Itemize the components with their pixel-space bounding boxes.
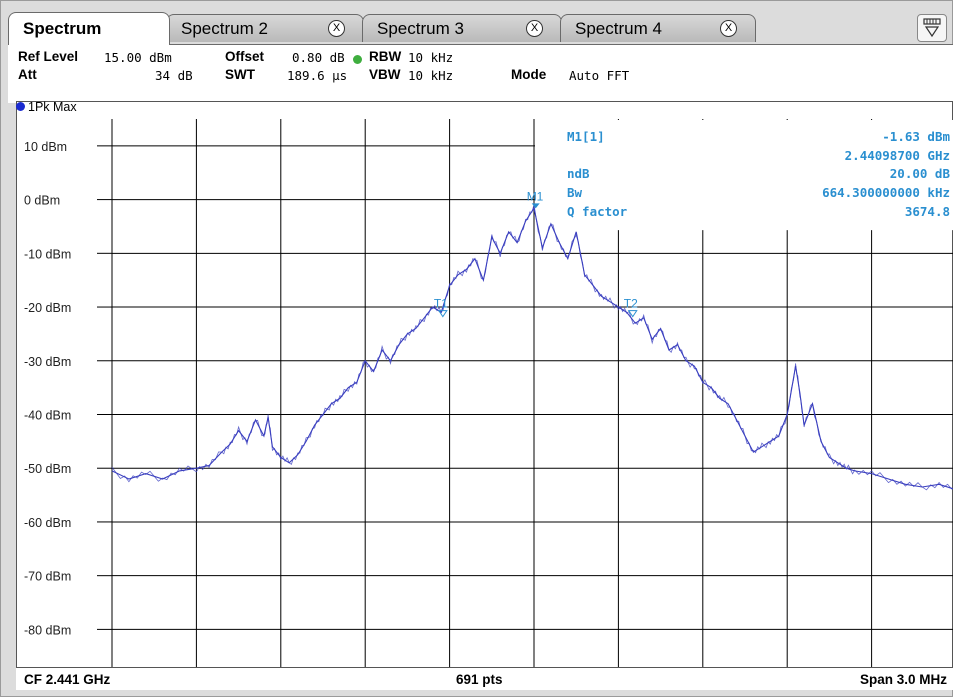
- rbw-status-dot: [353, 55, 362, 64]
- tab-spectrum-4[interactable]: Spectrum 4 X: [560, 14, 756, 42]
- y-tick-label: -60 dBm: [24, 516, 71, 530]
- swt-key: SWT: [225, 67, 255, 82]
- points-count: 691 pts: [456, 672, 503, 687]
- y-tick-label: 0 dBm: [24, 194, 60, 208]
- tab-spectrum-3-label: Spectrum 3: [377, 19, 464, 38]
- close-icon[interactable]: X: [720, 20, 737, 37]
- y-tick-label: -70 dBm: [24, 570, 71, 584]
- y-tick-label: -50 dBm: [24, 462, 71, 476]
- vbw-key: VBW: [369, 67, 401, 82]
- trace-dot-icon: [16, 102, 25, 111]
- mode-value[interactable]: Auto FFT: [569, 68, 630, 83]
- marker-t-icon: [627, 310, 638, 318]
- marker-table-value: -1.63 dBm: [882, 129, 950, 144]
- trace-menu-icon[interactable]: [917, 14, 947, 42]
- tab-spectrum-2-label: Spectrum 2: [181, 19, 268, 38]
- att-key: Att: [18, 67, 37, 82]
- marker-table-label: ndB: [567, 166, 590, 181]
- marker-info-bg: [535, 120, 953, 231]
- y-tick-label: -40 dBm: [24, 408, 71, 422]
- center-frequency[interactable]: CF 2.441 GHz: [24, 672, 111, 687]
- footer-bar: CF 2.441 GHz 691 pts Span 3.0 MHz: [16, 667, 953, 690]
- trace-label-text: 1Pk Max: [28, 100, 77, 114]
- y-tick-label: -80 dBm: [24, 623, 71, 637]
- settings-panel: Ref Level 15.00 dBm Offset 0.80 dB RBW 1…: [8, 44, 953, 103]
- tab-spectrum-4-label: Spectrum 4: [575, 19, 662, 38]
- marker-table-value: 664.300000000 kHz: [822, 185, 950, 200]
- tab-bar: Spectrum Spectrum 2 X Spectrum 3 X Spect…: [8, 12, 953, 45]
- marker-table-label: Bw: [567, 185, 583, 200]
- ref-level-value[interactable]: 15.00 dBm: [104, 50, 172, 65]
- marker-table-value: 2.44098700 GHz: [845, 148, 950, 163]
- close-icon[interactable]: X: [328, 20, 345, 37]
- close-icon[interactable]: X: [526, 20, 543, 37]
- trace-detail: [111, 204, 953, 491]
- offset-value[interactable]: 0.80 dB: [292, 50, 345, 65]
- y-tick-label: -20 dBm: [24, 301, 71, 315]
- y-tick-label: 10 dBm: [24, 140, 67, 154]
- span-value[interactable]: Span 3.0 MHz: [859, 672, 947, 687]
- att-value[interactable]: 34 dB: [155, 68, 193, 83]
- offset-key: Offset: [225, 49, 265, 64]
- marker-m1-icon: [531, 203, 540, 209]
- marker-table-label: M1[1]: [567, 129, 605, 144]
- marker-t-icon: [437, 310, 448, 318]
- y-tick-label: -10 dBm: [24, 247, 71, 261]
- trace-line: [111, 206, 953, 490]
- marker-table-value: 20.00 dB: [890, 166, 951, 181]
- marker-table-value: 3674.8: [905, 204, 950, 219]
- rbw-key: RBW: [369, 49, 402, 64]
- marker-label: T2: [624, 297, 638, 311]
- trace-menu-icon-glyph: [923, 18, 941, 38]
- rbw-value[interactable]: 10 kHz: [408, 50, 454, 65]
- mode-key: Mode: [511, 67, 547, 82]
- marker-table-label: Q factor: [567, 204, 628, 219]
- y-tick-label: -30 dBm: [24, 355, 71, 369]
- ref-level-key: Ref Level: [18, 49, 79, 64]
- tab-spectrum-label: Spectrum: [23, 19, 102, 38]
- marker-label: T1: [434, 297, 448, 311]
- marker-label: M1: [527, 189, 544, 203]
- tab-spectrum[interactable]: Spectrum: [8, 12, 170, 45]
- trace-label: 1Pk Max: [16, 100, 77, 118]
- swt-value[interactable]: 189.6 µs: [287, 68, 348, 83]
- vbw-value[interactable]: 10 kHz: [408, 68, 454, 83]
- tab-spectrum-3[interactable]: Spectrum 3 X: [362, 14, 562, 42]
